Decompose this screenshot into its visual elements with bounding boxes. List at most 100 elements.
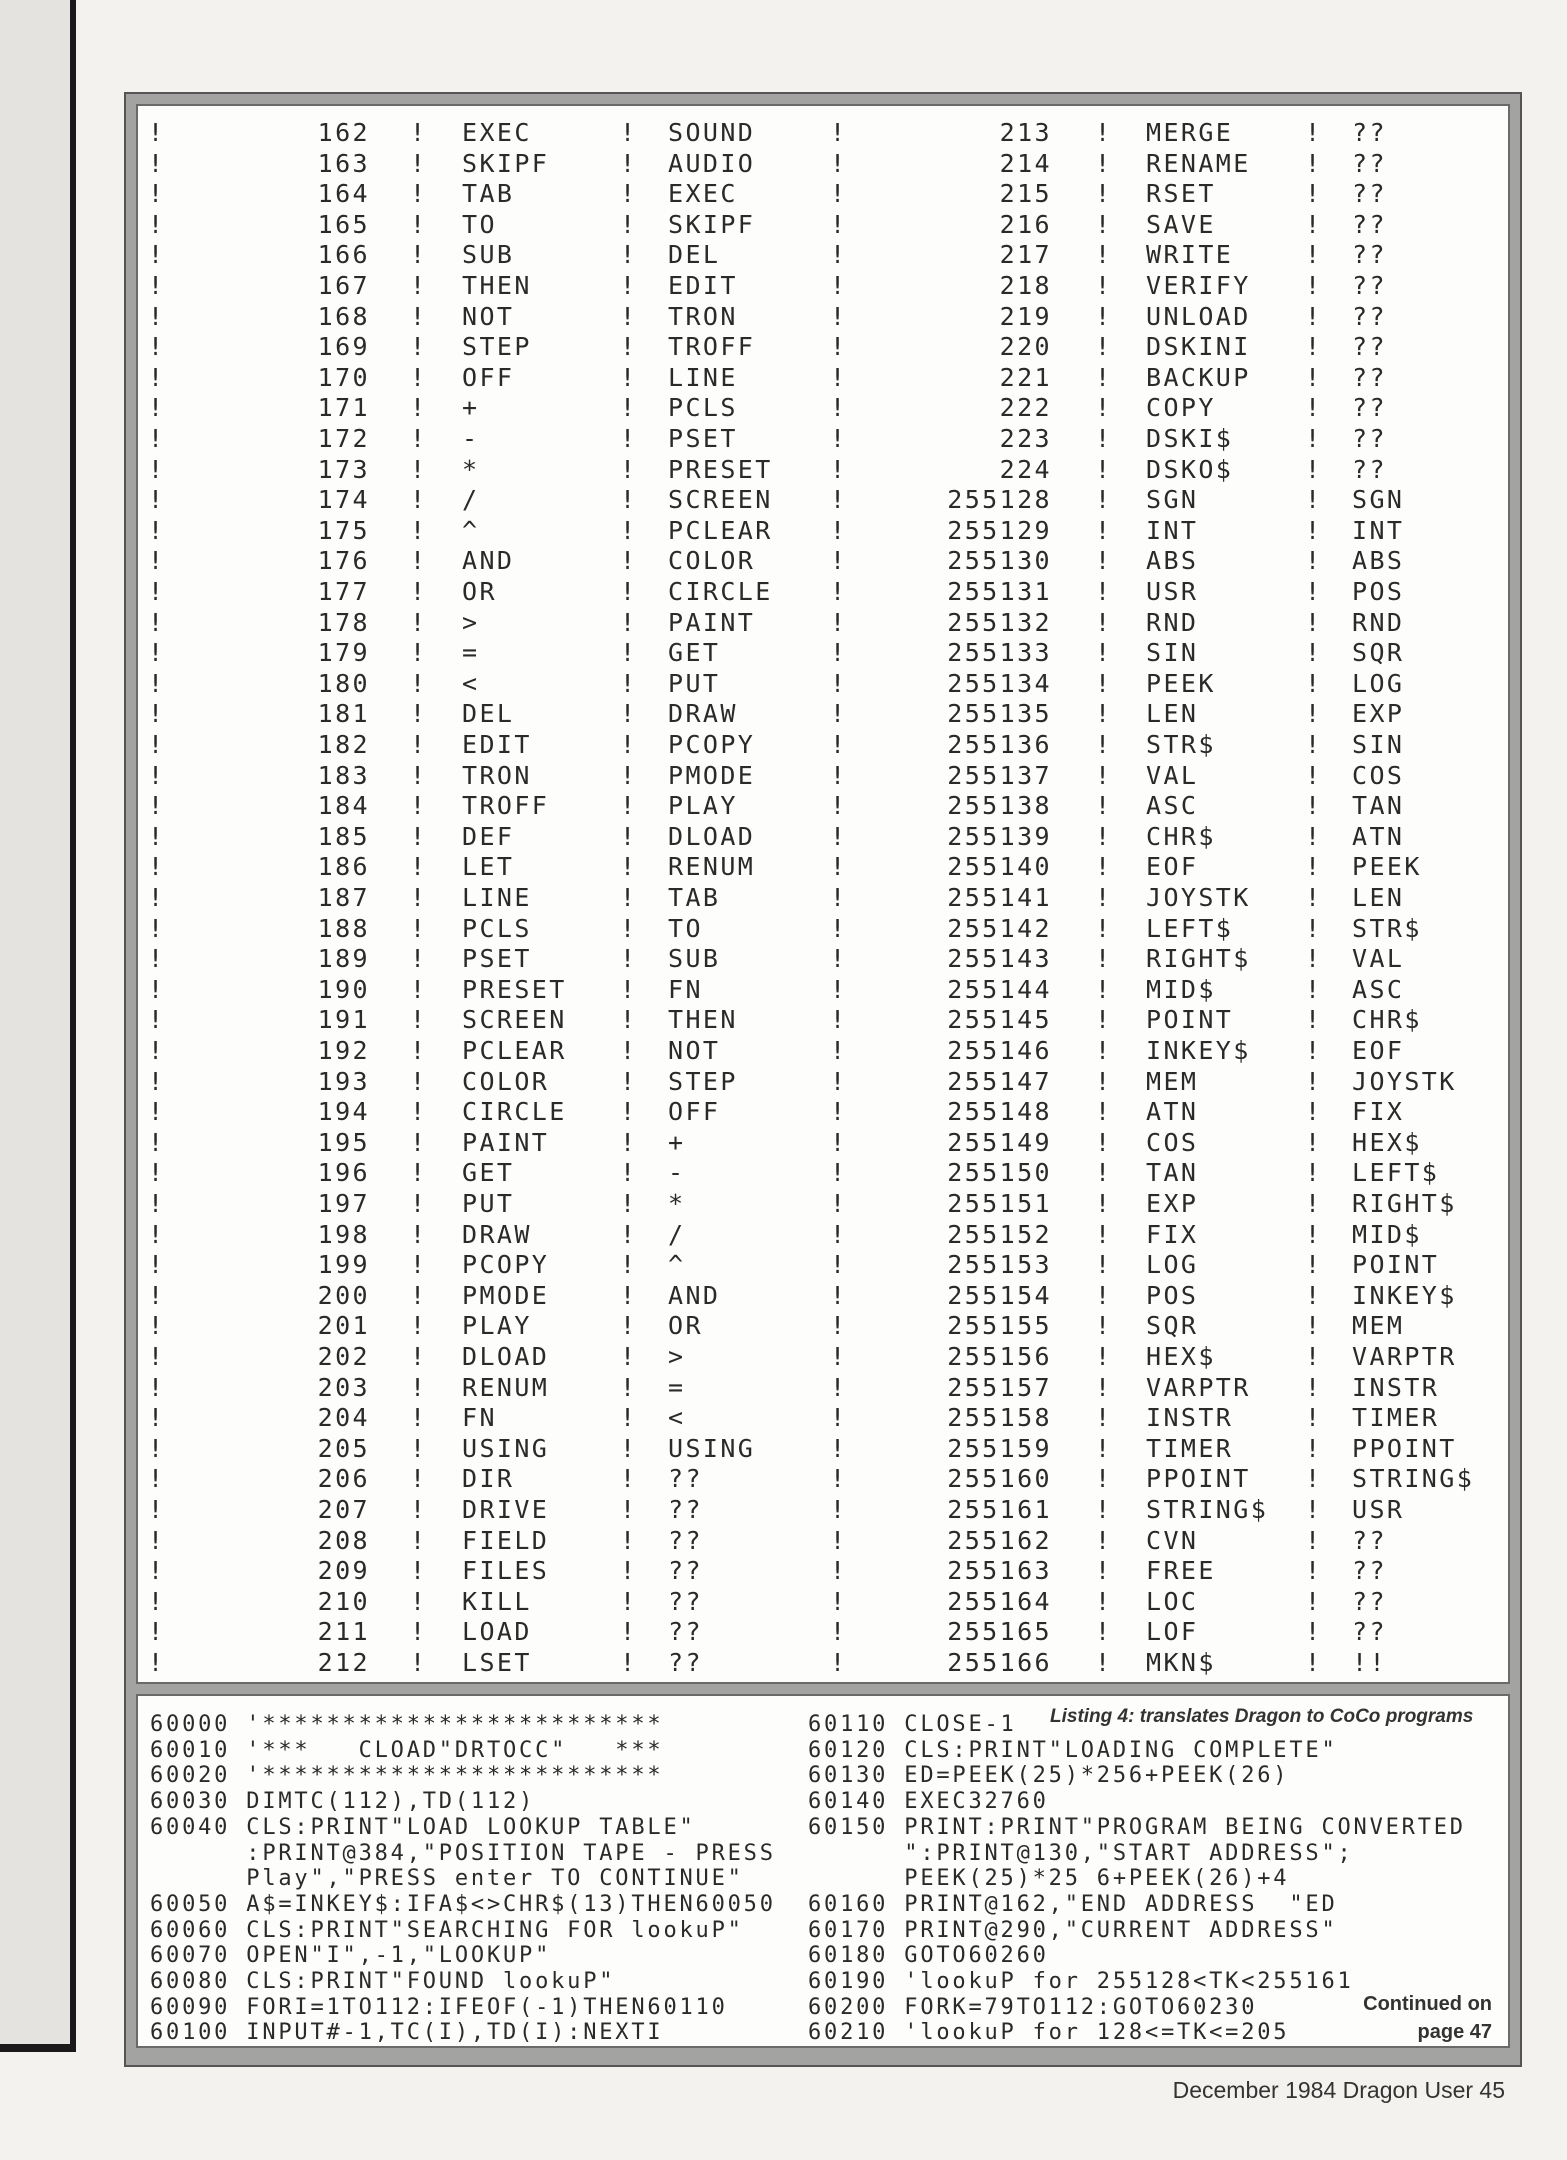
column-separator: !	[1305, 852, 1323, 882]
column-separator: !	[620, 118, 638, 147]
dragon-keyword: VARPTR	[1146, 1372, 1251, 1402]
coco-keyword: !!	[1352, 1648, 1387, 1677]
column-separator: !	[148, 791, 166, 821]
token-code: 255154	[947, 1280, 1052, 1310]
token-code: 195	[317, 1127, 370, 1157]
dragon-keyword: EXP	[1146, 1189, 1199, 1218]
dragon-keyword: DEL	[462, 699, 515, 729]
continued-note: Continued on page 47	[1363, 1990, 1492, 2046]
token-code: 172	[317, 424, 370, 453]
token-code: 255134	[947, 668, 1052, 698]
column-separator: !	[830, 944, 848, 974]
token-code: 207	[317, 1495, 370, 1524]
token-code: 255164	[947, 1586, 1052, 1616]
dragon-keyword: PSET	[462, 944, 532, 974]
column-separator: !	[1095, 1586, 1113, 1616]
token-code: 202	[317, 1342, 370, 1371]
column-separator: !	[620, 1280, 638, 1310]
column-separator: !	[148, 1280, 166, 1310]
coco-keyword: SGN	[1352, 485, 1405, 515]
token-code: 186	[317, 852, 370, 882]
dragon-keyword: PCOPY	[462, 1250, 550, 1280]
coco-keyword: EXEC	[668, 179, 738, 209]
coco-keyword: OR	[668, 1311, 703, 1341]
dragon-keyword: SGN	[1146, 485, 1199, 515]
column-separator: !	[620, 1648, 638, 1677]
token-code: 255162	[947, 1525, 1052, 1555]
token-code: 255138	[947, 791, 1052, 821]
token-code: 200	[317, 1280, 370, 1310]
dragon-keyword: DEF	[462, 821, 515, 851]
column-separator: !	[1095, 1189, 1113, 1218]
token-code: 203	[317, 1372, 370, 1402]
column-separator: !	[620, 1097, 638, 1127]
coco-keyword: -	[668, 1158, 686, 1188]
coco-keyword: STEP	[668, 1066, 738, 1096]
column-separator: !	[1305, 546, 1323, 576]
column-separator: !	[620, 454, 638, 484]
coco-keyword: PCOPY	[668, 730, 756, 759]
listing-line: 60120 CLS:PRINT"LOADING COMPLETE"	[808, 1737, 1338, 1763]
token-code: 163	[317, 148, 370, 178]
column-separator: !	[1095, 1311, 1113, 1341]
coco-keyword: VARPTR	[1352, 1342, 1457, 1371]
column-separator: !	[830, 1311, 848, 1341]
coco-keyword: COS	[1352, 760, 1405, 790]
coco-keyword: SQR	[1352, 638, 1405, 668]
dragon-keyword: FREE	[1146, 1556, 1216, 1586]
column-separator: !	[1095, 974, 1113, 1004]
column-separator: !	[620, 1617, 638, 1647]
token-code: 210	[317, 1586, 370, 1616]
listing-line: 60180 GOTO60260	[808, 1943, 1049, 1969]
column-separator: !	[830, 791, 848, 821]
coco-keyword: TAB	[668, 883, 721, 912]
column-separator: !	[1305, 1342, 1323, 1371]
column-separator: !	[1305, 1036, 1323, 1065]
coco-keyword: CIRCLE	[668, 577, 773, 606]
coco-keyword: ??	[668, 1617, 703, 1647]
dragon-keyword: COS	[1146, 1127, 1199, 1157]
token-code: 255161	[947, 1495, 1052, 1524]
dragon-keyword: INT	[1146, 515, 1199, 545]
column-separator: !	[830, 1066, 848, 1096]
token-code: 215	[999, 179, 1052, 209]
column-separator: !	[1095, 607, 1113, 637]
coco-keyword: PMODE	[668, 760, 756, 790]
dragon-keyword: =	[462, 638, 480, 668]
listing-line: 60140 EXEC32760	[808, 1789, 1049, 1815]
coco-keyword: JOYSTK	[1352, 1066, 1457, 1096]
coco-keyword: AUDIO	[668, 148, 756, 178]
column-separator: !	[410, 1433, 428, 1463]
coco-keyword: LEN	[1352, 883, 1405, 912]
dragon-keyword: RIGHT$	[1146, 944, 1251, 974]
coco-keyword: /	[668, 1219, 686, 1249]
column-separator: !	[410, 1403, 428, 1433]
dragon-keyword: TAN	[1146, 1158, 1199, 1188]
dragon-keyword: SUB	[462, 240, 515, 270]
column-separator: !	[1305, 179, 1323, 209]
column-separator: !	[1305, 1556, 1323, 1586]
dragon-keyword: TO	[462, 209, 497, 239]
column-separator: !	[1095, 821, 1113, 851]
column-separator: !	[148, 1250, 166, 1280]
column-separator: !	[410, 1066, 428, 1096]
token-code: 255142	[947, 913, 1052, 943]
column-separator: !	[1305, 148, 1323, 178]
listing-line: 60190 'lookuP for 255128<TK<255161	[808, 1969, 1354, 1994]
token-code: 255153	[947, 1250, 1052, 1280]
dragon-keyword: SIN	[1146, 638, 1199, 668]
listing-line: 60200 FORK=79TO112:GOTO60230	[808, 1994, 1258, 2020]
column-separator: !	[1095, 944, 1113, 974]
column-separator: !	[148, 240, 166, 270]
token-code: 204	[317, 1403, 370, 1433]
coco-keyword: DEL	[668, 240, 721, 270]
token-code: 189	[317, 944, 370, 974]
column-separator: !	[830, 699, 848, 729]
column-separator: !	[620, 1311, 638, 1341]
coco-keyword: INSTR	[1352, 1372, 1440, 1402]
column-separator: !	[410, 699, 428, 729]
token-code: 255160	[947, 1464, 1052, 1494]
column-separator: !	[830, 148, 848, 178]
token-code: 164	[317, 179, 370, 209]
token-code: 193	[317, 1066, 370, 1096]
